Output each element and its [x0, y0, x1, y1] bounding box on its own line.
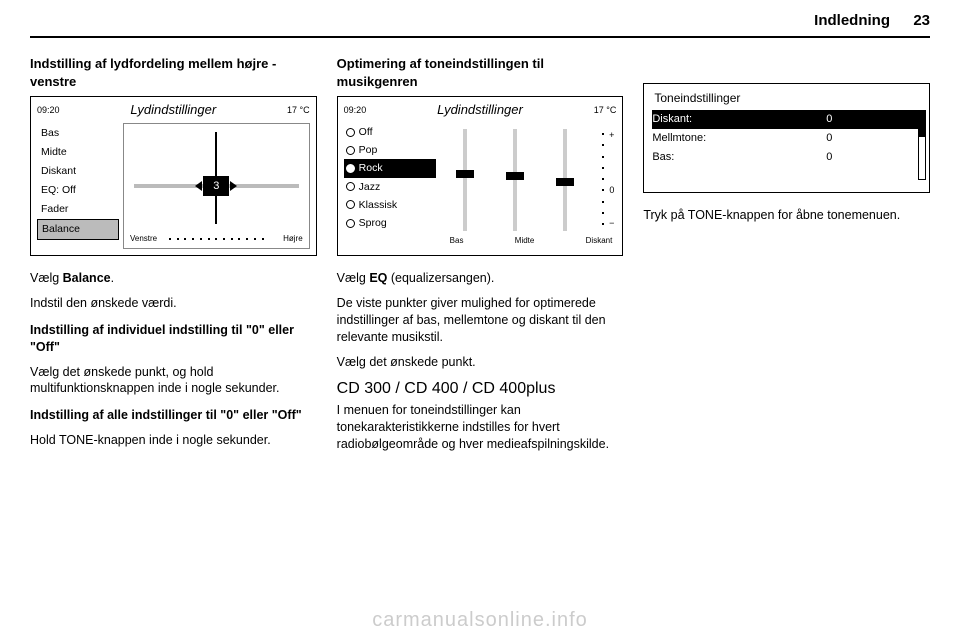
header-section-title: Indledning: [814, 12, 890, 29]
balance-dots: [169, 238, 264, 240]
watermark: carmanualsonline.info: [0, 609, 960, 632]
shot3-scrollbar: [918, 110, 926, 180]
balance-pane: 3 Venstre Højre: [123, 123, 310, 249]
eq-minus-label: −: [609, 217, 614, 229]
radio-icon: [346, 128, 355, 137]
col2-p2: De viste punkter giver mulighed for opti…: [337, 295, 624, 346]
col2-p1: Vælg EQ (equalizersangen).: [337, 270, 624, 287]
eq-opt-pop: Pop: [344, 141, 436, 159]
eq-screenshot: 09:20 Lydindstillinger 17 °C Off Pop Roc…: [337, 96, 624, 256]
menu-item-midte: Midte: [37, 142, 119, 161]
eq-opt-klassisk: Klassisk: [344, 196, 436, 214]
col1-p3: Vælg det ønskede punkt, og hold multifun…: [30, 364, 317, 398]
tone-row-mellemtone: Mellmtone: 0: [652, 129, 921, 148]
balance-screenshot: 09:20 Lydindstillinger 17 °C Bas Midte D…: [30, 96, 317, 256]
menu-item-bas: Bas: [37, 123, 119, 142]
shot3-title: Toneindstillinger: [654, 90, 740, 106]
balance-label-left: Venstre: [130, 234, 157, 245]
eq-slider-midte: [510, 129, 520, 231]
col1-p1: Vælg Balance.: [30, 270, 317, 287]
menu-item-diskant: Diskant: [37, 161, 119, 180]
tone-rows: Diskant: 0 Mellmtone: 0 Bas: 0: [652, 110, 921, 167]
balance-knob: 3: [203, 176, 229, 196]
header-rule: [30, 36, 930, 38]
eq-zero-label: 0: [609, 184, 614, 196]
col1-heading: Indstilling af lydfordeling mellem højre…: [30, 55, 317, 90]
tone-row-bas: Bas: 0: [652, 148, 921, 167]
tone-row-diskant: Diskant: 0: [652, 110, 921, 129]
header-page-number: 23: [913, 12, 930, 29]
shot1-title: Lydindstillinger: [130, 101, 216, 119]
eq-options: Off Pop Rock Jazz Klassisk Sprog: [344, 123, 436, 232]
balance-label-right: Højre: [283, 234, 303, 245]
shot1-statusbar: 09:20 Lydindstillinger 17 °C: [37, 101, 310, 119]
col3-p1: Tryk på TONE-knappen for åbne tonemenuen…: [643, 207, 930, 224]
eq-opt-rock: Rock: [344, 159, 436, 177]
eq-opt-off: Off: [344, 123, 436, 141]
col2-heading: Optimering af toneindstillingen til musi…: [337, 55, 624, 90]
column-3: Toneindstillinger Diskant: 0 Mellmtone: …: [643, 55, 930, 592]
shot1-menu: Bas Midte Diskant EQ: Off Fader Balance: [37, 123, 119, 240]
shot2-temp: 17 °C: [594, 104, 617, 116]
menu-item-fader: Fader: [37, 200, 119, 219]
shot2-time: 09:20: [344, 104, 367, 116]
menu-item-balance: Balance: [37, 219, 119, 240]
col2-p3: Vælg det ønskede punkt.: [337, 354, 624, 371]
column-1: Indstilling af lydfordeling mellem højre…: [30, 55, 317, 592]
scrollbar-thumb: [919, 111, 925, 137]
col1-p4: Hold TONE-knappen inde i nogle sekunder.: [30, 432, 317, 449]
manual-page: Indledning 23 Indstilling af lydfordelin…: [0, 0, 960, 642]
cd-models-heading: CD 300 / CD 400 / CD 400plus: [337, 378, 624, 400]
radio-icon: [346, 182, 355, 191]
col2-p4: I menuen for toneindstillinger kan tonek…: [337, 402, 624, 453]
eq-scale-dots: [602, 133, 604, 227]
radio-icon: [346, 146, 355, 155]
menu-item-eq: EQ: Off: [37, 181, 119, 200]
eq-opt-sprog: Sprog: [344, 214, 436, 232]
shot2-title: Lydindstillinger: [437, 101, 523, 119]
eq-plus-label: +: [609, 129, 614, 141]
tone-settings-screenshot: Toneindstillinger Diskant: 0 Mellmtone: …: [643, 83, 930, 193]
column-2: Optimering af toneindstillingen til musi…: [337, 55, 624, 592]
eq-opt-jazz: Jazz: [344, 178, 436, 196]
shot2-statusbar: 09:20 Lydindstillinger 17 °C: [344, 101, 617, 119]
eq-slider-bas: [460, 129, 470, 231]
col1-sub1: Indstilling af individuel indstilling ti…: [30, 322, 317, 356]
col1-p2: Indstil den ønskede værdi.: [30, 295, 317, 312]
eq-axis-labels: Bas Midte Diskant: [450, 236, 613, 247]
columns: Indstilling af lydfordeling mellem højre…: [30, 55, 930, 592]
shot1-time: 09:20: [37, 104, 60, 116]
radio-icon: [346, 164, 355, 173]
page-header: Indledning 23: [0, 0, 960, 40]
radio-icon: [346, 200, 355, 209]
eq-sliders-pane: + 0 − Bas Midte Diskant: [440, 123, 617, 249]
shot1-temp: 17 °C: [287, 104, 310, 116]
radio-icon: [346, 219, 355, 228]
eq-slider-diskant: [560, 129, 570, 231]
col1-sub2: Indstilling af alle indstillinger til "0…: [30, 407, 317, 424]
